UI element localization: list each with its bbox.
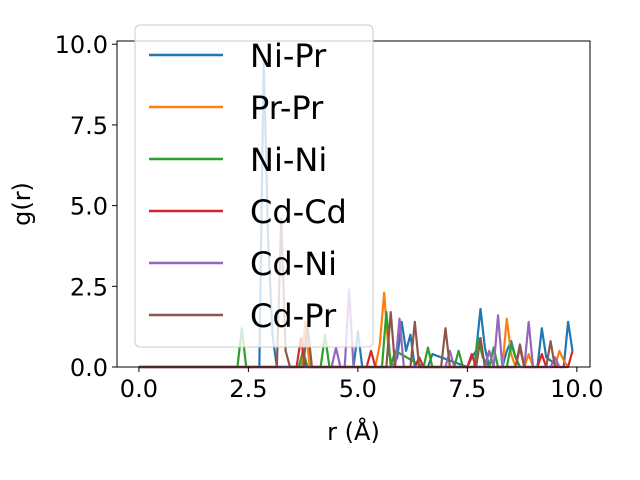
y-tick-label: 10.0 xyxy=(55,31,108,59)
legend-item: Cd-Cd xyxy=(149,193,347,231)
legend-label: Ni-Ni xyxy=(250,141,327,179)
legend-box xyxy=(134,24,374,348)
legend-label: Pr-Pr xyxy=(250,89,324,127)
x-tick-label: 5.0 xyxy=(339,375,377,403)
legend-label: Cd-Pr xyxy=(250,297,337,335)
legend-label: Cd-Ni xyxy=(250,245,337,283)
legend-item: Cd-Ni xyxy=(149,245,337,283)
x-tick-label: 7.5 xyxy=(448,375,486,403)
y-tick-label: 2.5 xyxy=(70,273,108,301)
y-tick-label: 7.5 xyxy=(70,112,108,140)
x-tick-label: 10.0 xyxy=(550,375,603,403)
x-axis: 0.0 2.5 5.0 7.5 10.0 xyxy=(120,367,604,403)
legend-item: Ni-Pr xyxy=(149,37,327,75)
y-tick-label: 5.0 xyxy=(70,193,108,221)
legend-item: Cd-Pr xyxy=(149,297,337,335)
x-tick-label: 2.5 xyxy=(229,375,267,403)
legend-item: Ni-Ni xyxy=(149,141,327,179)
legend-label: Ni-Pr xyxy=(250,37,327,75)
x-axis-label: r (Å) xyxy=(327,417,380,446)
x-tick-label: 0.0 xyxy=(120,375,158,403)
legend-item: Pr-Pr xyxy=(149,89,324,127)
y-axis: 0.0 2.5 5.0 7.5 10.0 xyxy=(55,31,117,382)
legend: Ni-Pr Pr-Pr Ni-Ni Cd-Cd Cd-Ni Cd-Pr xyxy=(134,24,374,348)
y-tick-label: 0.0 xyxy=(70,354,108,382)
y-axis-label: g(r) xyxy=(8,182,36,226)
legend-label: Cd-Cd xyxy=(250,193,347,231)
